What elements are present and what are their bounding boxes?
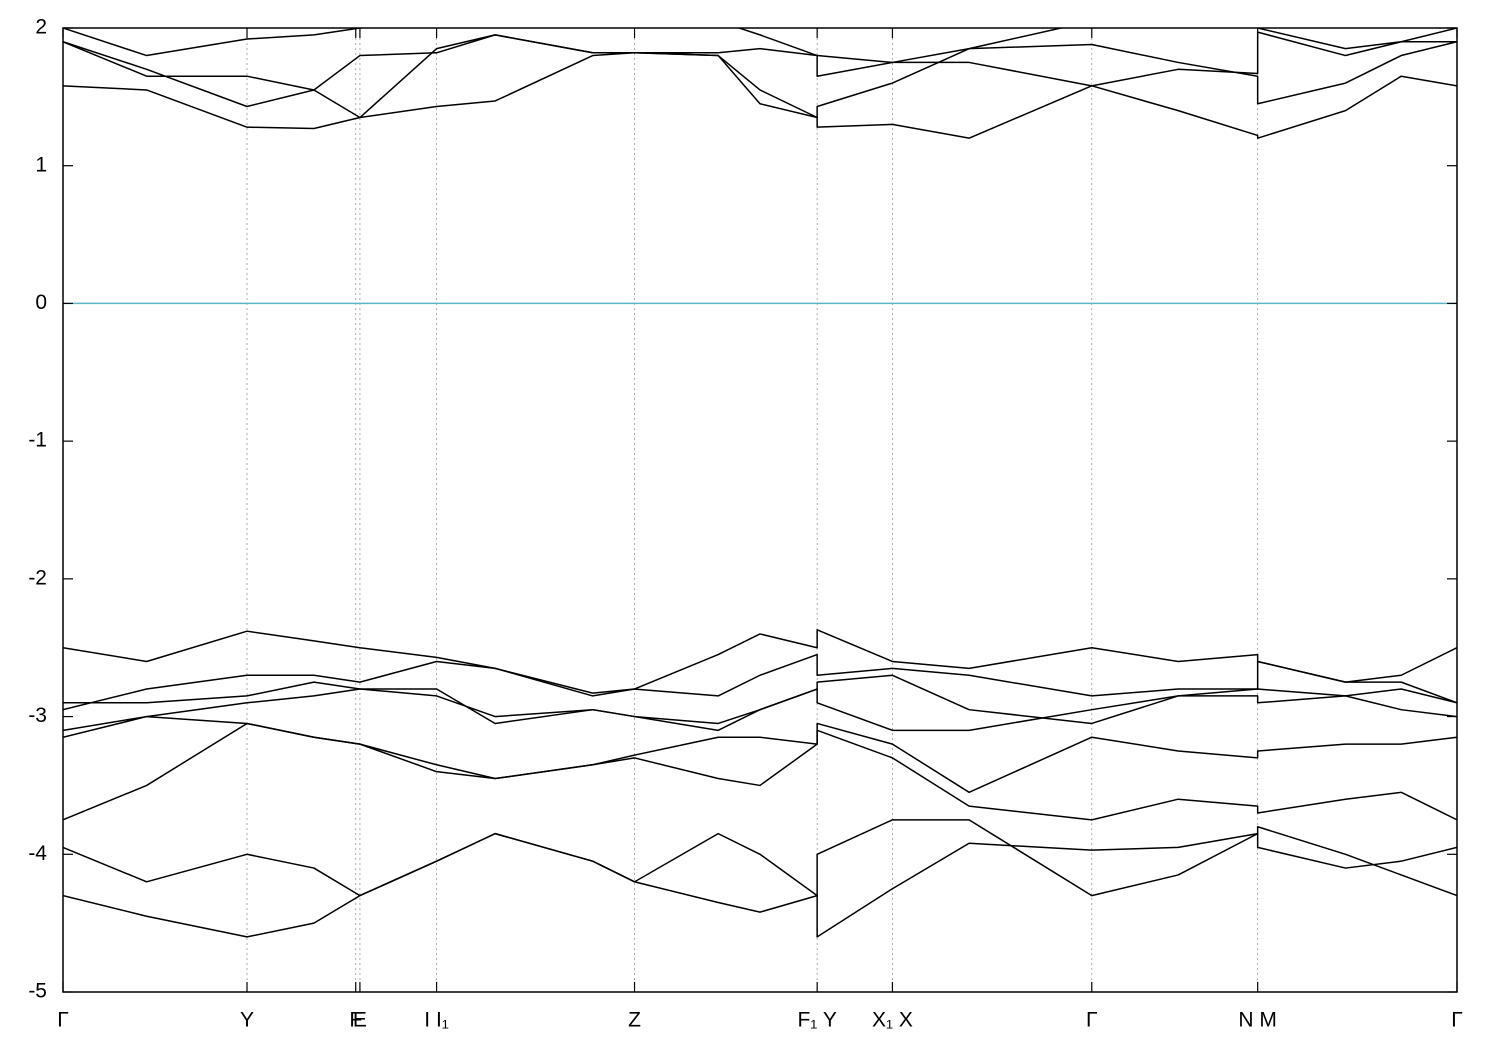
x-tick-label: F₁ Y (797, 1009, 836, 1032)
y-tick-label: -1 (28, 429, 47, 452)
x-tick-label: X₁ X (872, 1009, 913, 1032)
y-tick-label: -2 (28, 566, 47, 589)
band-line (63, 629, 1457, 694)
axes: -5 -4 -3 -2 -1 0 1 2 Γ Y FE I I₁ Z F₁ Y X₁ X Γ N M Γ (28, 16, 1462, 1032)
x-tick-label: E (353, 1009, 367, 1032)
x-tick-label: F (349, 1009, 362, 1032)
plot-frame (62, 27, 1458, 993)
band-line (63, 31, 1457, 91)
band-line (63, 28, 1457, 64)
band-line (63, 819, 1457, 897)
x-tick-label: N M (1238, 1009, 1277, 1032)
y-tick-label: -3 (28, 704, 47, 727)
y-tick-label: -5 (28, 980, 47, 1003)
x-tick-label: Γ (1451, 1009, 1463, 1032)
band-line (63, 674, 1457, 732)
y-tick-label: 0 (35, 291, 47, 314)
y-tick-label: 2 (35, 16, 47, 39)
grid (62, 28, 1458, 992)
x-tick-label: Γ (57, 1009, 69, 1032)
band-line (63, 34, 1457, 119)
x-tick-label: Γ (1086, 1009, 1098, 1032)
band-line (63, 653, 1457, 711)
x-tick-label: Y (240, 1009, 254, 1032)
band-line (63, 52, 1457, 139)
x-tick-label: Z (628, 1009, 641, 1032)
band-line (63, 832, 1457, 938)
x-tick-label: I I₁ (424, 1009, 449, 1032)
y-tick-label: 1 (35, 153, 47, 176)
band-line (63, 715, 1457, 794)
plot-area (63, 28, 1457, 938)
y-tick-label: -4 (28, 842, 47, 865)
